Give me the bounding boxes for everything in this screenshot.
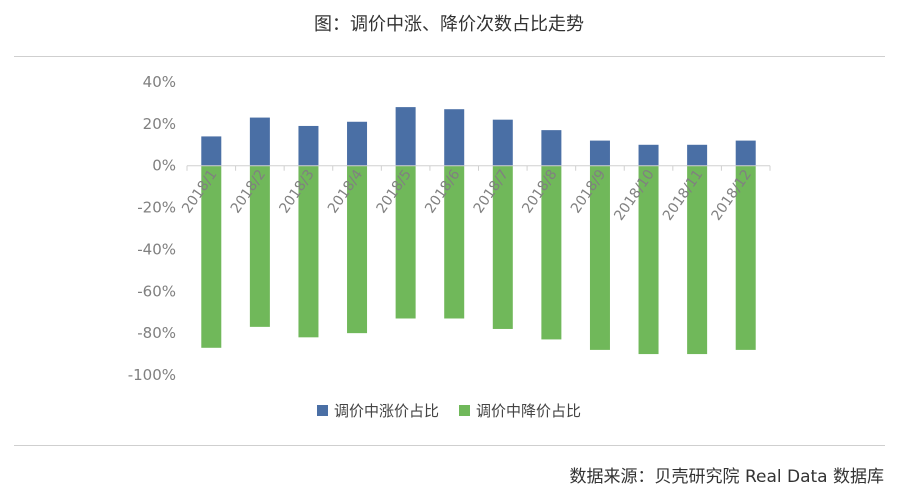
bar-rise xyxy=(249,117,270,166)
y-tick-label: -40% xyxy=(137,240,176,258)
bar-fall xyxy=(201,165,222,348)
bar-rise xyxy=(589,140,610,166)
bottom-divider xyxy=(14,445,885,446)
bar-rise xyxy=(298,125,319,166)
bar-fall xyxy=(589,165,610,350)
legend-label-rise: 调价中涨价占比 xyxy=(333,402,439,420)
bar-fall xyxy=(347,165,368,334)
legend-label-fall: 调价中降价占比 xyxy=(476,402,582,420)
bar-fall xyxy=(444,165,465,319)
bar-fall xyxy=(298,165,319,338)
chart-title: 图：调价中涨、降价次数占比走势 xyxy=(314,14,584,35)
top-divider xyxy=(14,56,885,57)
bar-rise xyxy=(395,107,416,166)
legend-swatch-fall xyxy=(459,405,470,416)
y-tick-label: -60% xyxy=(137,282,176,300)
legend-item-fall: 调价中降价占比 xyxy=(459,400,581,421)
bar-rise xyxy=(541,130,562,166)
legend: 调价中涨价占比 调价中降价占比 xyxy=(0,400,898,421)
data-source: 数据来源：贝壳研究院 Real Data 数据库 xyxy=(569,467,884,487)
y-tick-label: -80% xyxy=(137,324,176,342)
bar-rise xyxy=(687,144,708,166)
legend-item-rise: 调价中涨价占比 xyxy=(316,400,439,421)
y-tick-label: 20% xyxy=(143,115,176,133)
bar-rise xyxy=(638,144,659,166)
bar-fall xyxy=(492,165,513,329)
bar-fall xyxy=(541,165,562,340)
y-tick-label: 40% xyxy=(143,73,176,91)
bar-rise xyxy=(735,140,756,166)
y-tick-label: -100% xyxy=(128,366,176,384)
bar-rise xyxy=(201,136,222,166)
legend-swatch-rise xyxy=(316,405,328,416)
bar-fall xyxy=(395,165,416,319)
bar-fall xyxy=(638,165,659,355)
y-tick-label: 0% xyxy=(152,157,176,175)
bar-rise xyxy=(347,121,368,166)
bar-fall xyxy=(687,165,708,355)
y-tick-label: -20% xyxy=(137,199,176,217)
bar-fall xyxy=(735,165,756,350)
bar-rise xyxy=(444,109,465,166)
bar-fall xyxy=(249,165,270,327)
bar-rise xyxy=(492,119,513,166)
